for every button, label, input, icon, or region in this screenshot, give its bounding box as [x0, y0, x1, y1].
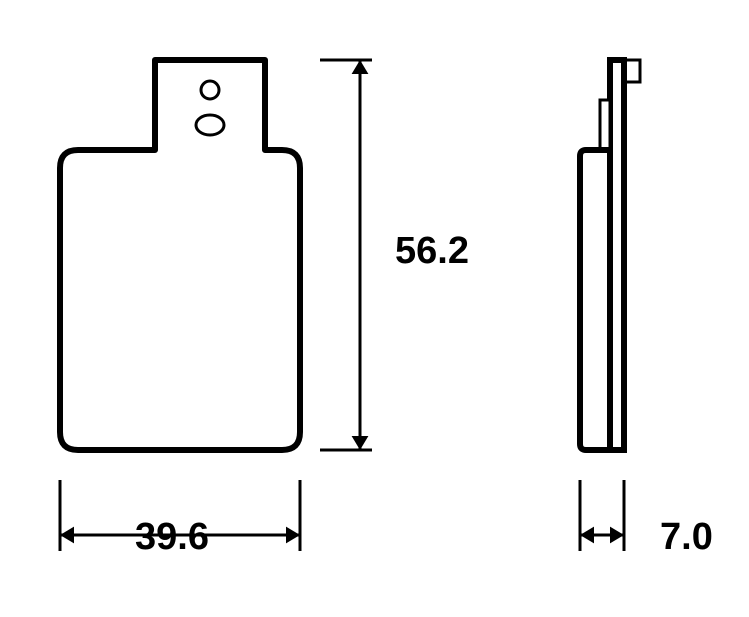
thickness-dimension-label: 7.0	[660, 516, 713, 559]
front-view-outline	[60, 60, 300, 450]
arrowhead-icon	[352, 60, 369, 74]
arrowhead-icon	[60, 527, 74, 544]
side-rib	[600, 100, 610, 150]
arrowhead-icon	[352, 436, 369, 450]
mounting-hole-icon	[201, 81, 219, 99]
side-friction-pad	[580, 150, 610, 450]
arrowhead-icon	[610, 527, 624, 544]
arrowhead-icon	[580, 527, 594, 544]
height-dimension-label: 56.2	[395, 230, 469, 273]
width-dimension-label: 39.6	[135, 516, 209, 559]
mounting-slot-icon	[196, 115, 224, 135]
arrowhead-icon	[286, 527, 300, 544]
drawing-canvas	[0, 0, 749, 617]
